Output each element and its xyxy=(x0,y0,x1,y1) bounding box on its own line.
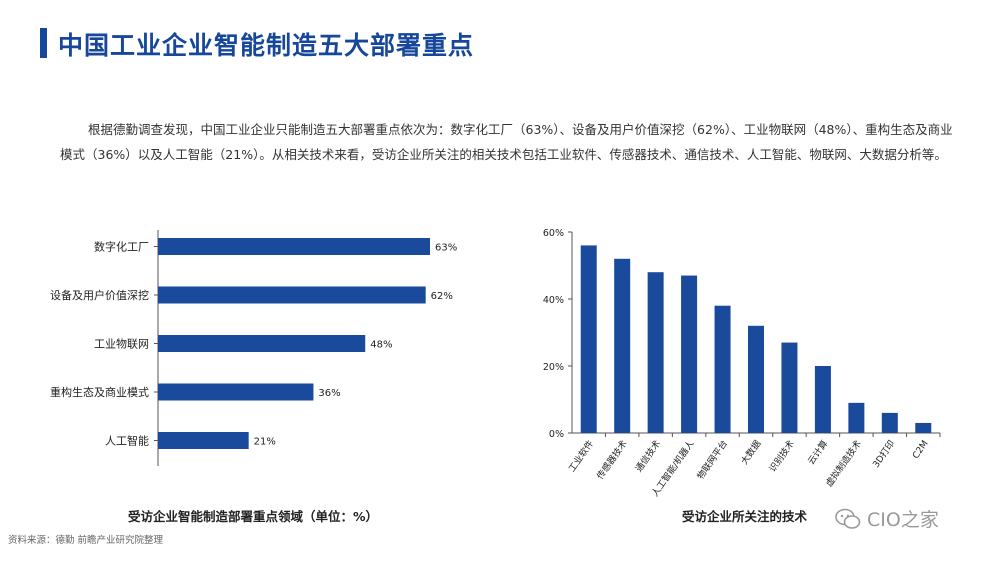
category-label: 传感器技术 xyxy=(594,438,630,482)
bar xyxy=(158,383,314,401)
intro-paragraph: 根据德勤调查发现，中国工业企业只能制造五大部署重点依次为：数字化工厂（63%）、… xyxy=(60,122,953,162)
left-chart-title: 受访企业智能制造部署重点领域（单位：%） xyxy=(128,509,379,524)
category-label: 通信技术 xyxy=(633,438,663,474)
data-label: 62% xyxy=(431,291,453,302)
data-label: 63% xyxy=(435,243,457,254)
y-tick-label: 20% xyxy=(543,362,564,373)
bar xyxy=(814,366,831,433)
category-label: 物联网平台 xyxy=(694,438,730,482)
bar xyxy=(158,238,430,255)
category-label: C2M xyxy=(911,439,931,461)
bar xyxy=(647,272,664,433)
category-label: 大数据 xyxy=(738,438,763,467)
category-label: 云计算 xyxy=(805,438,830,467)
bar xyxy=(781,342,798,433)
category-label: 设备及用户价值深挖 xyxy=(50,288,149,302)
category-label: 3D打印 xyxy=(870,438,897,470)
title-accent-bar xyxy=(40,28,47,58)
right-chart-title: 受访企业所关注的技术 xyxy=(682,509,808,524)
bar xyxy=(848,402,865,433)
category-label: 重构生态及商业模式 xyxy=(50,385,149,399)
category-label: 人工智能 xyxy=(105,434,149,448)
category-label: 工业物联网 xyxy=(94,337,149,351)
bar xyxy=(158,286,426,304)
page-title: 中国工业企业智能制造五大部署重点 xyxy=(58,31,475,60)
data-label: 21% xyxy=(254,437,276,448)
watermark-text: CIO之家 xyxy=(867,509,939,531)
y-tick-label: 60% xyxy=(543,228,564,239)
wechat-icon xyxy=(835,508,861,529)
category-label: 工业软件 xyxy=(566,438,596,474)
bar xyxy=(748,325,764,433)
data-label: 48% xyxy=(370,340,392,351)
category-label: 数字化工厂 xyxy=(94,240,149,254)
category-label: 识别技术 xyxy=(766,438,796,474)
bar xyxy=(714,305,731,433)
bar xyxy=(614,258,631,433)
bar xyxy=(915,422,932,433)
bar xyxy=(158,432,249,449)
bar xyxy=(158,335,366,352)
data-label: 36% xyxy=(318,388,340,399)
source-note: 资料来源：德勤 前瞻产业研究院整理 xyxy=(8,535,164,546)
bar xyxy=(681,275,698,433)
y-tick-label: 40% xyxy=(543,295,564,306)
focus-areas-bar-chart: 数字化工厂 63% 设备及用户价值深挖 62% 工业物联网 48% 重构生态及商业模式 36%… xyxy=(50,230,457,466)
y-tick-label: 0% xyxy=(549,429,564,440)
watermark: CIO之家 xyxy=(835,505,939,532)
bar xyxy=(881,412,898,433)
bar xyxy=(580,245,597,433)
